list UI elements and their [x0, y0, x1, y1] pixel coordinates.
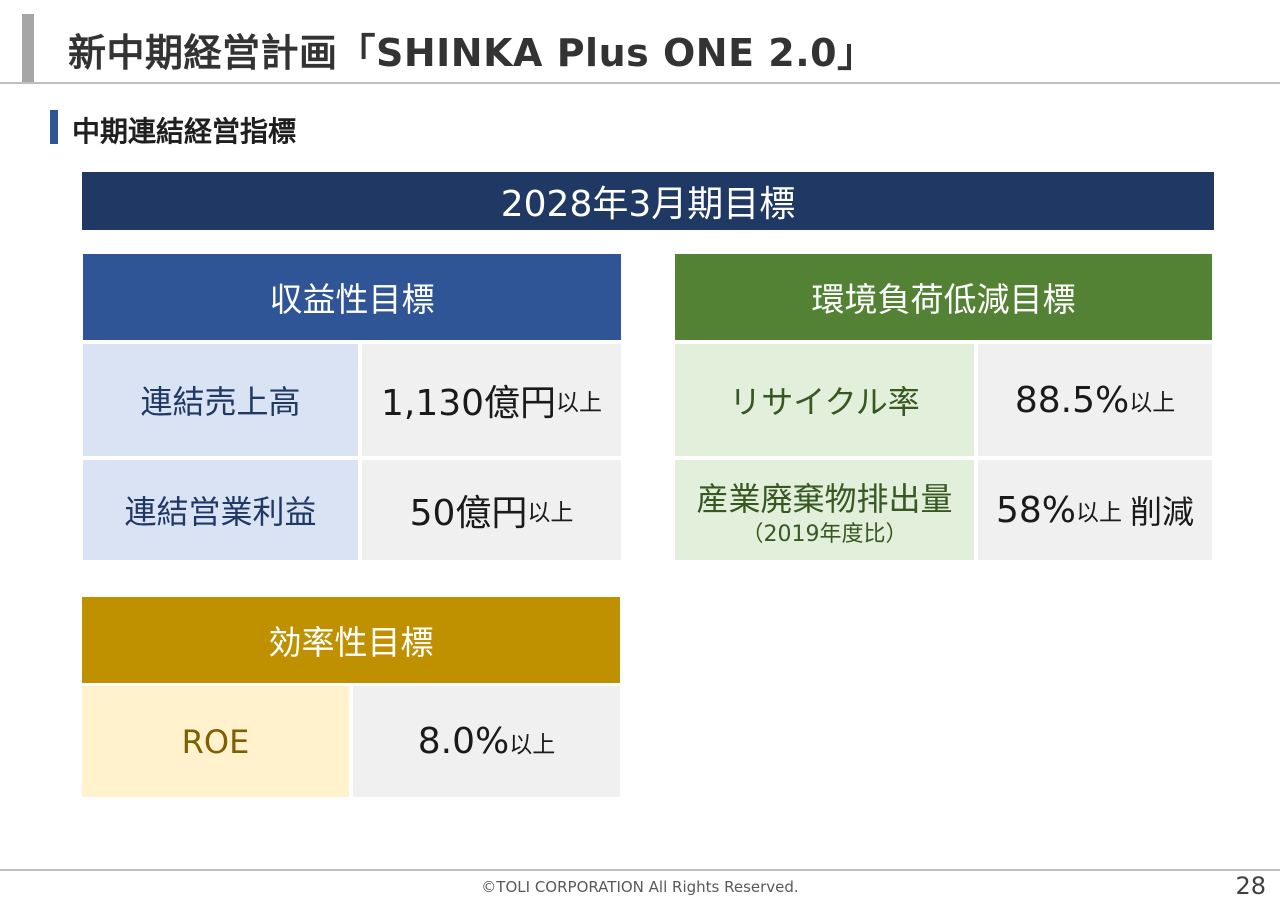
operating-income-suffix: 以上: [527, 500, 574, 526]
industrial-waste-baseline: （2019年度比）: [741, 522, 908, 547]
roe-amount: 8.0%: [417, 721, 510, 762]
operating-income-amount: 50億円: [409, 493, 528, 534]
title-accent-bar: [22, 14, 34, 82]
recycling-rate-value: 88.5% 以上: [978, 344, 1212, 456]
target-period-banner: 2028年3月期目標: [82, 172, 1214, 230]
slide-title: 新中期経営計画「SHINKA Plus ONE 2.0」: [68, 31, 876, 75]
consolidated-sales-suffix: 以上: [556, 390, 603, 416]
recycling-rate-amount: 88.5%: [1014, 379, 1130, 421]
section-marker: [50, 110, 58, 144]
section-title: 中期連結経営指標: [72, 115, 297, 148]
roe-label: ROE: [82, 686, 349, 797]
title-divider: [0, 82, 1280, 84]
industrial-waste-suffix: 以上: [1076, 500, 1122, 526]
recycling-rate-label-text: リサイクル率: [729, 383, 920, 421]
recycling-rate-label: リサイクル率: [675, 344, 974, 456]
roe-value: 8.0% 以上: [353, 686, 620, 797]
operating-income-label: 連結営業利益: [83, 460, 358, 560]
copyright-text: ©TOLI CORPORATION All Rights Reserved.: [481, 878, 799, 896]
industrial-waste-reduction: 削減: [1130, 493, 1195, 531]
industrial-waste-amount: 58%: [995, 489, 1076, 531]
roe-suffix: 以上: [509, 731, 556, 758]
industrial-waste-label: 産業廃棄物排出量 （2019年度比）: [675, 460, 974, 560]
consolidated-sales-amount: 1,130億円: [380, 383, 557, 424]
environment-header: 環境負荷低減目標: [675, 254, 1212, 340]
footer-divider: [0, 869, 1280, 871]
efficiency-header: 効率性目標: [82, 597, 620, 683]
profitability-header: 収益性目標: [83, 254, 621, 340]
industrial-waste-label-text: 産業廃棄物排出量: [696, 480, 953, 518]
recycling-rate-suffix: 以上: [1129, 390, 1176, 416]
operating-income-value: 50億円 以上: [362, 460, 621, 560]
page-number: 28: [1235, 872, 1266, 900]
consolidated-sales-label: 連結売上高: [83, 344, 358, 456]
consolidated-sales-value: 1,130億円 以上: [362, 344, 621, 456]
industrial-waste-value: 58% 以上 削減: [978, 460, 1212, 560]
